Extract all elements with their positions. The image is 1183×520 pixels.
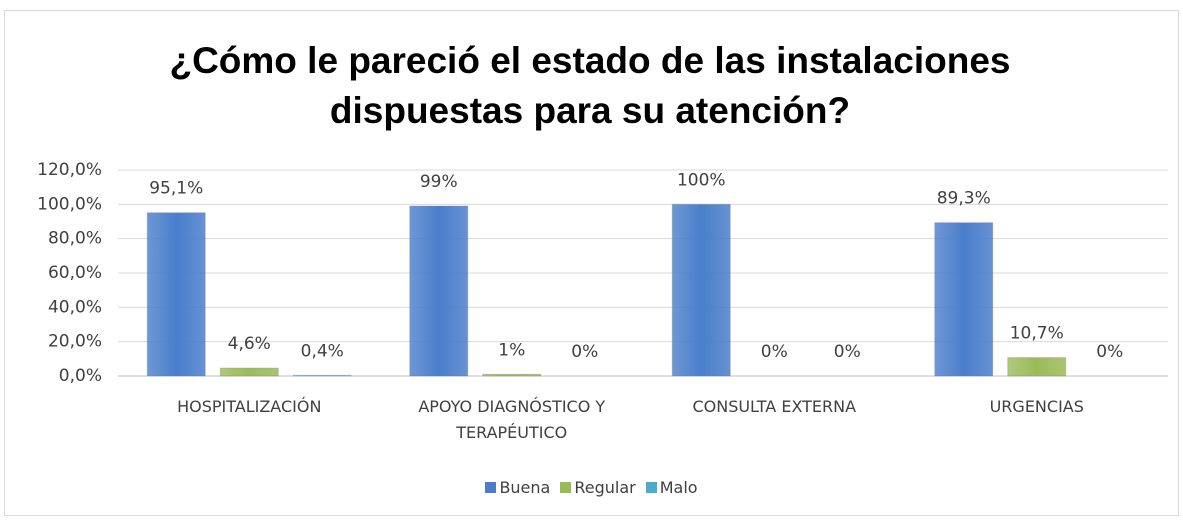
y-tick-label: 80,0% bbox=[48, 229, 102, 249]
bar bbox=[146, 212, 206, 377]
data-label: 0% bbox=[1096, 342, 1123, 362]
y-tick-label: 20,0% bbox=[48, 332, 102, 352]
legend-item: Buena bbox=[485, 478, 550, 497]
data-label: 10,7% bbox=[1010, 324, 1064, 344]
y-tick-label: 120,0% bbox=[37, 160, 102, 180]
x-tick-label: CONSULTA EXTERNA bbox=[692, 397, 857, 416]
x-tick-label: APOYO DIAGNÓSTICO Y TERAPÉUTICO bbox=[418, 397, 606, 442]
legend-swatch bbox=[485, 482, 497, 493]
data-label: 0% bbox=[834, 342, 861, 362]
legend: Buena Regular Malo bbox=[0, 478, 1183, 497]
data-label: 99% bbox=[420, 172, 458, 192]
data-label: 0,4% bbox=[301, 341, 344, 361]
chart-title: ¿Cómo le pareció el estado de las instal… bbox=[169, 40, 1011, 131]
bar bbox=[1007, 357, 1067, 377]
y-tick-label: 100,0% bbox=[37, 194, 102, 214]
legend-item: Malo bbox=[645, 478, 698, 497]
data-label: 95,1% bbox=[149, 179, 203, 199]
data-label: 100% bbox=[677, 170, 726, 190]
x-tick-label: URGENCIAS bbox=[989, 397, 1084, 416]
bar bbox=[219, 367, 279, 377]
legend-label: Regular bbox=[574, 478, 636, 497]
legend-swatch bbox=[645, 482, 657, 493]
x-tick-label: HOSPITALIZACIÓN bbox=[177, 397, 322, 416]
chart-border bbox=[4, 10, 1179, 516]
legend-swatch bbox=[560, 482, 572, 493]
bar bbox=[292, 374, 352, 377]
data-label: 4,6% bbox=[228, 334, 271, 354]
data-label: 0% bbox=[571, 342, 598, 362]
legend-label: Malo bbox=[659, 478, 698, 497]
data-label: 1% bbox=[498, 340, 525, 360]
data-label: 89,3% bbox=[937, 189, 991, 209]
y-tick-label: 60,0% bbox=[48, 263, 102, 283]
bar bbox=[934, 222, 994, 377]
legend-label: Buena bbox=[499, 478, 551, 497]
y-tick-label: 40,0% bbox=[48, 297, 102, 317]
data-label: 0% bbox=[761, 342, 788, 362]
legend-item: Regular bbox=[560, 478, 636, 497]
y-tick-label: 0,0% bbox=[59, 366, 102, 386]
bar bbox=[671, 203, 731, 377]
bar bbox=[482, 373, 542, 377]
bar bbox=[409, 205, 469, 377]
